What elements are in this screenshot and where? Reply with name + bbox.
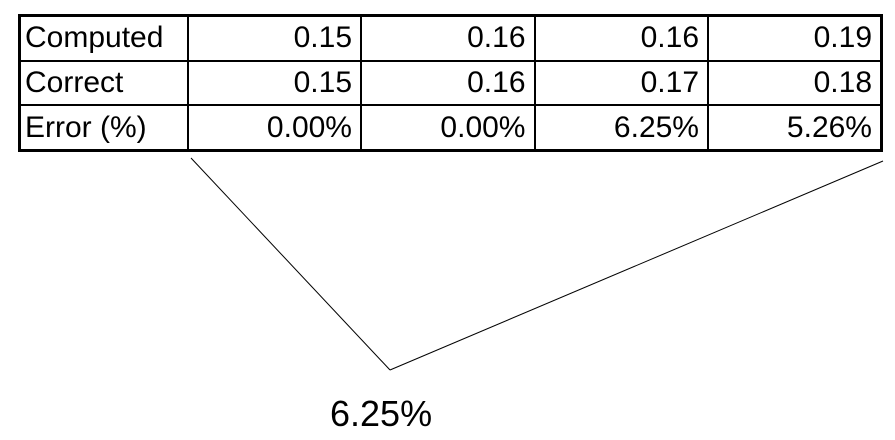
correct-value-1: 0.15: [186, 59, 362, 107]
callout-label: 6.25%: [330, 393, 433, 434]
error-table: Computed 0.15 0.16 0.16 0.19 Correct 0.1…: [18, 14, 883, 152]
computed-value-2: 0.16: [360, 14, 536, 62]
error-value-1: 0.00%: [186, 104, 362, 152]
computed-value-1: 0.15: [186, 14, 362, 62]
row-label-correct: Correct: [18, 59, 189, 107]
callout-line-left: [190, 157, 391, 371]
table-row-computed: Computed 0.15 0.16 0.16 0.19: [18, 14, 883, 62]
computed-value-4: 0.19: [707, 14, 883, 62]
computed-value-3: 0.16: [533, 14, 709, 62]
correct-value-4: 0.18: [707, 59, 883, 107]
error-value-4: 5.26%: [707, 104, 883, 152]
correct-value-2: 0.16: [360, 59, 536, 107]
table-row-error: Error (%) 0.00% 0.00% 6.25% 5.26%: [18, 104, 883, 152]
correct-value-3: 0.17: [533, 59, 709, 107]
row-label-error: Error (%): [18, 104, 189, 152]
table-row-correct: Correct 0.15 0.16 0.17 0.18: [18, 59, 883, 107]
error-value-2: 0.00%: [360, 104, 536, 152]
callout-line-right: [389, 160, 884, 371]
row-label-computed: Computed: [18, 14, 189, 62]
error-value-3: 6.25%: [533, 104, 709, 152]
